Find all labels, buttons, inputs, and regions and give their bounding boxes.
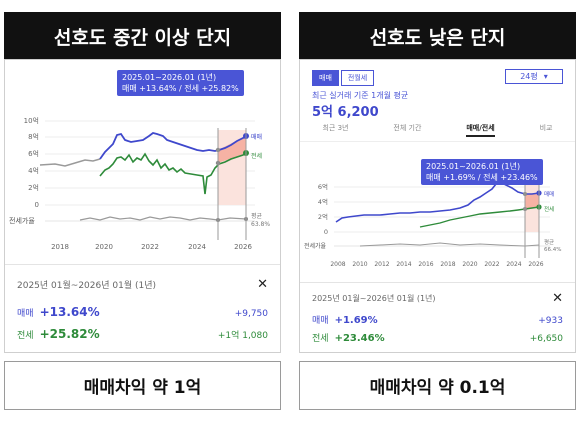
x-tick: 2018 [440,261,455,268]
avg-price: 5억 6,200 [312,105,379,120]
summary-period: 2025년 01월~2026년 01월 (1년) [312,294,436,303]
rent-pct: +25.82% [39,327,100,341]
lower-axis-label: 전세가율 [9,216,35,225]
sale-label: 매매 [312,316,329,326]
rent-label: 전세 [312,334,329,344]
tab-compare[interactable]: 비교 [539,124,553,132]
x-tick: 2020 [95,243,113,251]
y-tick: 4억 [318,198,328,206]
gap-fill [218,136,246,163]
x-tick: 2024 [506,261,521,268]
left-panel: 선호도 중간 이상 단지 [4,12,281,61]
y-tick: 4억 [28,167,39,175]
left-header: 선호도 중간 이상 단지 [4,12,281,61]
x-tick: 2008 [330,261,345,268]
tab-recent-3y[interactable]: 최근 3년 [322,124,349,132]
summary-sale-row: 매매 +13.64% +9,750 [17,305,268,319]
y-tick: 10억 [24,117,39,125]
legend-avg: 평균 [544,239,554,246]
left-chart-card[interactable]: 10억 8억 6억 4억 2억 0 매매 전세 전세가율 평균 63.8% [4,59,281,353]
close-icon[interactable]: ✕ [552,291,563,306]
period-tooltip: 2025.01~2026.01 (1년) 매매 +13.64% / 전세 +25… [117,70,244,96]
x-tick: 2018 [51,243,69,251]
tab-all-period[interactable]: 전체 기간 [393,124,422,132]
x-tick: 2012 [374,261,389,268]
y-tick: 6억 [28,150,39,158]
jeonse-ratio-line [359,242,540,247]
size-value: 24평 [520,72,538,81]
jeonse-ratio-line [79,216,247,221]
period-tooltip: 2025.01~2026.01 (1년) 매매 +1.69% / 전세 +23.… [421,159,543,185]
summary-sale-row: 매매 +1.69% +933 [312,313,563,326]
x-tick: 2024 [188,243,206,251]
rent-amount: +6,650 [529,334,563,344]
left-price-chart[interactable]: 10억 8억 6억 4억 2억 0 매매 전세 전세가율 평균 63.8% [5,60,281,353]
x-tick: 2026 [234,243,252,251]
x-tick: 2020 [462,261,477,268]
early-price-line [39,158,101,167]
legend-avg: 평균 [251,212,263,220]
trade-type-tabs: 매매 전월세 [312,70,375,86]
close-icon[interactable]: ✕ [257,277,268,292]
legend-sale: 매매 [544,190,554,198]
x-tick: 2016 [418,261,433,268]
x-tick: 2026 [528,261,543,268]
rent-pct: +23.46% [334,333,385,344]
sale-line [99,132,247,160]
tab-sale[interactable]: 매매 [312,70,339,86]
left-footer: 매매차익 약 1억 [4,361,281,410]
rent-label: 전세 [17,331,34,341]
tooltip-period: 2025.01~2026.01 (1년) [426,162,521,171]
size-select[interactable]: 24평 ▾ [505,69,563,84]
y-tick: 6억 [318,183,328,191]
tooltip-period: 2025.01~2026.01 (1년) [122,73,217,82]
y-tick: 0 [35,201,39,209]
y-tick: 0 [324,228,328,236]
sale-pct: +13.64% [39,305,100,319]
legend-rent: 전세 [251,152,262,160]
sale-label: 매매 [17,309,34,319]
sale-amount: +933 [538,316,563,326]
legend-sale: 매매 [251,133,262,141]
right-header: 선호도 낮은 단지 [299,12,576,61]
x-tick: 2014 [396,261,411,268]
right-panel: 선호도 낮은 단지 [299,12,576,61]
y-tick: 2억 [28,184,39,192]
sale-amount: +9,750 [234,309,268,319]
legend-rent: 전세 [544,205,554,213]
summary-period: 2025년 01월~2026년 01월 (1년) [17,281,156,291]
right-price-chart[interactable]: 6억 4억 2억 0 매매 전세 전세가율 평균 66.4% 2008 2010… [300,60,576,353]
tab-sale-rent[interactable]: 매매/전세 [466,123,495,137]
chevron-down-icon: ▾ [543,72,548,81]
tab-rent[interactable]: 전월세 [340,70,375,86]
legend-avg-value: 63.8% [251,221,270,228]
rent-amount: +1억 1,080 [217,331,268,341]
period-tabs: 최근 3년 전체 기간 매매/전세 비교 [300,123,575,142]
right-footer: 매매차익 약 0.1억 [299,361,576,410]
summary-rent-row: 전세 +25.82% +1억 1,080 [17,327,268,341]
lower-axis-label: 전세가율 [304,242,327,250]
right-chart-card[interactable]: 매매 전월세 24평 ▾ 최근 실거래 기준 1개월 평균 5억 6,200 최… [299,59,576,353]
sale-pct: +1.69% [334,315,378,326]
tooltip-values: 매매 +1.69% / 전세 +23.46% [426,173,538,182]
sale-line [335,181,540,223]
x-tick: 2022 [141,243,159,251]
x-tick: 2010 [352,261,367,268]
summary-rent-row: 전세 +23.46% +6,650 [312,331,563,344]
period-summary: 2025년 01월~2026년 01월 (1년) ✕ 매매 +13.64% +9… [5,264,280,352]
y-tick: 8억 [28,133,39,141]
gap-fill [525,193,539,209]
period-summary: 2025년 01월~2026년 01월 (1년) ✕ 매매 +1.69% +93… [300,282,575,352]
tooltip-values: 매매 +13.64% / 전세 +25.82% [122,84,239,93]
avg-label: 최근 실거래 기준 1개월 평균 [312,91,409,100]
rent-line [99,152,247,195]
y-tick: 2억 [318,213,328,221]
legend-avg-value: 66.4% [544,247,561,253]
x-tick: 2022 [484,261,499,268]
